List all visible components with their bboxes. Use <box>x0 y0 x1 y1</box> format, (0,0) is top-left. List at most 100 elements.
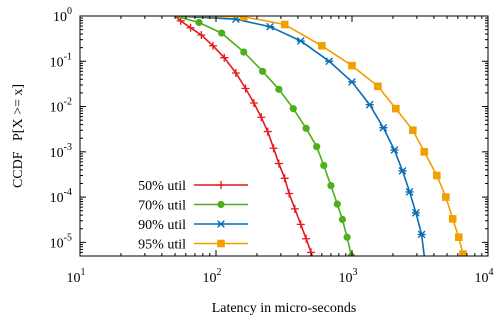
data-point <box>296 37 305 45</box>
data-point <box>240 48 248 56</box>
data-point <box>266 22 275 31</box>
data-point <box>411 208 420 217</box>
data-point <box>208 41 217 50</box>
data-point <box>398 166 407 175</box>
data-point <box>421 260 429 267</box>
data-point <box>195 18 203 27</box>
data-point <box>318 41 326 50</box>
data-point <box>249 98 258 107</box>
y-tick-base: 10 <box>53 10 67 25</box>
data-point <box>333 200 341 208</box>
legend-entry: 50% util <box>138 179 248 194</box>
data-point <box>275 85 283 93</box>
data-point <box>327 181 335 190</box>
data-point <box>258 67 267 75</box>
legend-swatch-marker <box>217 200 225 209</box>
data-point <box>302 124 310 132</box>
data-point <box>220 53 229 62</box>
data-point <box>455 233 463 242</box>
data-point <box>409 126 417 135</box>
legend-entry: 70% util <box>138 199 248 214</box>
data-point <box>311 259 319 267</box>
data-point <box>459 250 467 256</box>
series-layer <box>174 16 470 267</box>
y-tick-label: 10-5 <box>50 232 72 251</box>
series-0 <box>174 16 319 267</box>
series-line <box>174 16 314 256</box>
data-point <box>442 193 450 201</box>
x-tick-base: 10 <box>339 271 353 286</box>
data-point <box>405 188 414 196</box>
legend-label: 50% util <box>138 179 186 194</box>
data-point <box>350 259 357 266</box>
x-tick-base: 10 <box>475 271 489 286</box>
series-2 <box>175 16 429 267</box>
data-point <box>257 113 266 122</box>
data-point <box>197 31 206 40</box>
legend-label: 90% util <box>138 218 186 233</box>
x-tick-label: 101 <box>67 267 86 286</box>
legend-entry: 90% util <box>138 218 248 233</box>
legend-swatch-marker <box>217 239 225 248</box>
data-point <box>289 105 297 113</box>
y-tick-label: 10-4 <box>50 187 72 206</box>
x-tick-label: 104 <box>475 267 494 286</box>
data-point <box>280 174 289 183</box>
plot-frame <box>79 15 489 257</box>
data-point <box>347 252 356 256</box>
data-point <box>231 69 240 78</box>
x-axis-title: Latency in micro-seconds <box>212 301 357 316</box>
data-point <box>348 61 356 70</box>
data-point <box>241 84 250 93</box>
data-point <box>432 171 441 180</box>
data-point <box>374 82 382 91</box>
data-point <box>280 20 289 29</box>
series-3 <box>175 16 470 267</box>
data-point <box>392 104 400 113</box>
y-axis-title: CCDF P[X >= x] <box>11 84 26 188</box>
data-point <box>218 29 226 37</box>
y-tick-base: 10 <box>50 146 64 161</box>
data-point <box>343 233 351 241</box>
data-point <box>448 215 457 223</box>
y-tick-base: 10 <box>50 55 64 70</box>
x-tick-base: 10 <box>203 271 217 286</box>
data-point <box>420 148 429 156</box>
x-tick-exponent: 1 <box>81 267 86 278</box>
series-line <box>174 16 353 256</box>
data-point <box>274 159 283 168</box>
x-tick-label: 103 <box>339 267 358 286</box>
y-tick-label: 100 <box>53 6 72 25</box>
series-line <box>175 16 426 256</box>
y-tick-exponent: -3 <box>64 142 72 153</box>
data-point <box>296 220 305 229</box>
data-point <box>285 189 294 198</box>
legend-label: 70% util <box>138 199 186 214</box>
data-point <box>269 144 278 153</box>
data-point <box>338 215 347 224</box>
x-tick-label: 102 <box>203 267 222 286</box>
y-tick-exponent: -1 <box>64 51 72 62</box>
y-tick-exponent: -2 <box>64 97 72 108</box>
data-point <box>365 100 374 109</box>
data-point <box>302 234 311 243</box>
x-tick-exponent: 2 <box>217 267 222 278</box>
legend-label: 95% util <box>138 238 186 253</box>
data-point <box>462 259 470 267</box>
data-point <box>290 204 299 213</box>
y-tick-base: 10 <box>50 101 64 116</box>
y-tick-base: 10 <box>50 236 64 251</box>
legend-entry: 95% util <box>138 238 248 253</box>
x-tick-exponent: 4 <box>489 267 494 278</box>
y-tick-label: 10-2 <box>50 97 72 116</box>
y-tick-base: 10 <box>50 191 64 206</box>
data-point <box>325 57 334 66</box>
data-point <box>320 161 328 170</box>
data-point <box>263 127 272 136</box>
data-point <box>390 146 399 154</box>
data-point <box>239 16 248 21</box>
y-tick-label: 10-3 <box>50 142 72 161</box>
x-tick-exponent: 3 <box>353 267 358 278</box>
data-point <box>313 143 321 151</box>
